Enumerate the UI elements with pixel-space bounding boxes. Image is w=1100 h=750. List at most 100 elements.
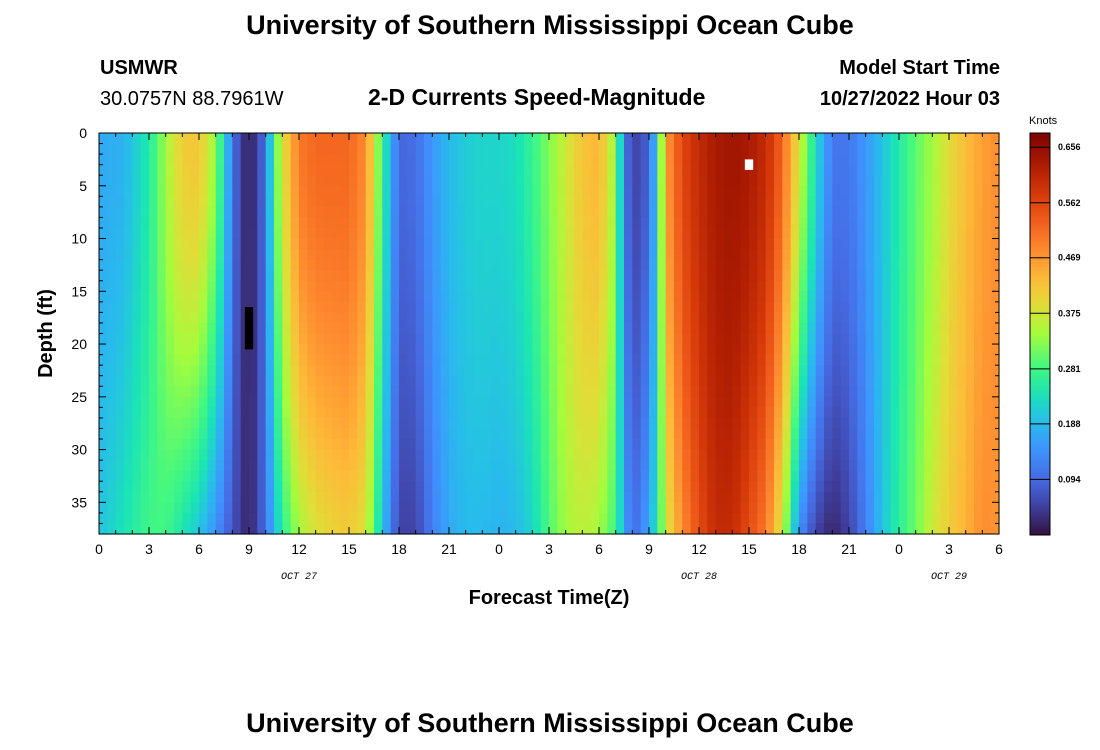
- heatmap-cell: [415, 133, 425, 145]
- heatmap-cell: [932, 133, 942, 145]
- heatmap-cell: [774, 502, 783, 514]
- heatmap-cell: [557, 523, 567, 535]
- heatmap-cell: [915, 333, 925, 345]
- heatmap-cell: [665, 386, 675, 398]
- heatmap-cell: [724, 344, 733, 356]
- heatmap-cell: [799, 217, 808, 229]
- heatmap-cell: [399, 270, 408, 282]
- heatmap-cell: [340, 154, 350, 166]
- heatmap-cell: [157, 523, 167, 535]
- heatmap-cell: [165, 417, 175, 430]
- heatmap-cell: [549, 491, 558, 503]
- heatmap-cell: [824, 460, 833, 472]
- heatmap-cell: [974, 175, 983, 187]
- heatmap-cell: [599, 333, 608, 345]
- heatmap-cell: [249, 133, 258, 145]
- heatmap-cell: [749, 270, 758, 282]
- heatmap-cell: [490, 185, 500, 197]
- heatmap-cell: [515, 206, 525, 219]
- heatmap-cell: [840, 196, 850, 208]
- heatmap-cell: [507, 175, 517, 187]
- heatmap-cell: [632, 481, 642, 493]
- heatmap-cell: [440, 502, 450, 514]
- heatmap-cell: [699, 259, 708, 271]
- heatmap-cell: [982, 185, 992, 197]
- heatmap-cell: [657, 512, 667, 525]
- heatmap-cell: [290, 502, 300, 514]
- heatmap-cell: [215, 354, 225, 366]
- heatmap-cell: [674, 439, 683, 451]
- heatmap-cell: [815, 196, 825, 208]
- heatmap-cell: [932, 227, 942, 240]
- heatmap-cell: [890, 322, 900, 335]
- heatmap-cell: [340, 407, 350, 419]
- heatmap-cell: [374, 396, 383, 408]
- heatmap-cell: [732, 470, 742, 482]
- heatmap-cell: [240, 512, 250, 525]
- heatmap-cell: [407, 301, 417, 313]
- heatmap-cell: [865, 291, 875, 303]
- heatmap-cell: [457, 133, 467, 145]
- heatmap-cell: [490, 312, 500, 324]
- heatmap-cell: [607, 154, 617, 166]
- heatmap-cell: [857, 206, 867, 219]
- heatmap-cell: [649, 333, 658, 345]
- heatmap-cell: [124, 312, 133, 324]
- heatmap-cell: [749, 523, 758, 535]
- heatmap-cell: [365, 375, 375, 387]
- heatmap-cell: [249, 396, 258, 408]
- heatmap-cell: [557, 291, 567, 303]
- heatmap-cell: [474, 354, 483, 366]
- heatmap-cell: [257, 206, 267, 219]
- heatmap-cell: [965, 291, 975, 303]
- heatmap-cell: [957, 238, 967, 250]
- heatmap-cell: [474, 322, 483, 335]
- heatmap-cell: [674, 344, 683, 356]
- heatmap-cell: [349, 227, 358, 240]
- heatmap-cell: [974, 512, 983, 525]
- heatmap-cell: [724, 312, 733, 324]
- heatmap-cell: [932, 460, 942, 472]
- heatmap-cell: [490, 206, 500, 219]
- heatmap-cell: [507, 238, 517, 250]
- heatmap-cell: [865, 206, 875, 219]
- heatmap-cell: [132, 439, 142, 451]
- heatmap-cell: [190, 312, 200, 324]
- heatmap-cell: [907, 386, 917, 398]
- heatmap-cell: [399, 365, 408, 377]
- heatmap-cell: [957, 143, 967, 155]
- heatmap-cell: [365, 238, 375, 250]
- heatmap-cell: [324, 333, 333, 345]
- heatmap-cell: [274, 217, 283, 229]
- heatmap-cell: [482, 502, 492, 514]
- heatmap-cell: [632, 270, 642, 282]
- heatmap-cell: [432, 365, 442, 377]
- heatmap-cell: [207, 439, 217, 451]
- heatmap-cell: [815, 386, 825, 398]
- heatmap-cell: [657, 428, 667, 440]
- heatmap-cell: [307, 270, 317, 282]
- heatmap-cell: [957, 133, 967, 145]
- heatmap-cell: [949, 312, 958, 324]
- heatmap-cell: [665, 301, 675, 313]
- heatmap-cell: [449, 280, 458, 292]
- heatmap-cell: [282, 407, 292, 419]
- heatmap-cell: [315, 249, 325, 261]
- heatmap-cell: [340, 491, 350, 503]
- heatmap-cell: [565, 449, 575, 461]
- heatmap-cell: [957, 196, 967, 208]
- heatmap-cell: [199, 154, 208, 166]
- heatmap-cell: [857, 238, 867, 250]
- heatmap-cell: [440, 428, 450, 440]
- heatmap-cell: [165, 439, 175, 451]
- heatmap-cell: [574, 143, 583, 155]
- heatmap-cell: [932, 470, 942, 482]
- heatmap-cell: [282, 460, 292, 472]
- heatmap-cell: [424, 175, 433, 187]
- heatmap-cell: [365, 449, 375, 461]
- heatmap-cell: [615, 312, 625, 324]
- heatmap-cell: [524, 333, 533, 345]
- heatmap-cell: [749, 154, 758, 166]
- heatmap-cell: [115, 238, 125, 250]
- heatmap-cell: [249, 280, 258, 292]
